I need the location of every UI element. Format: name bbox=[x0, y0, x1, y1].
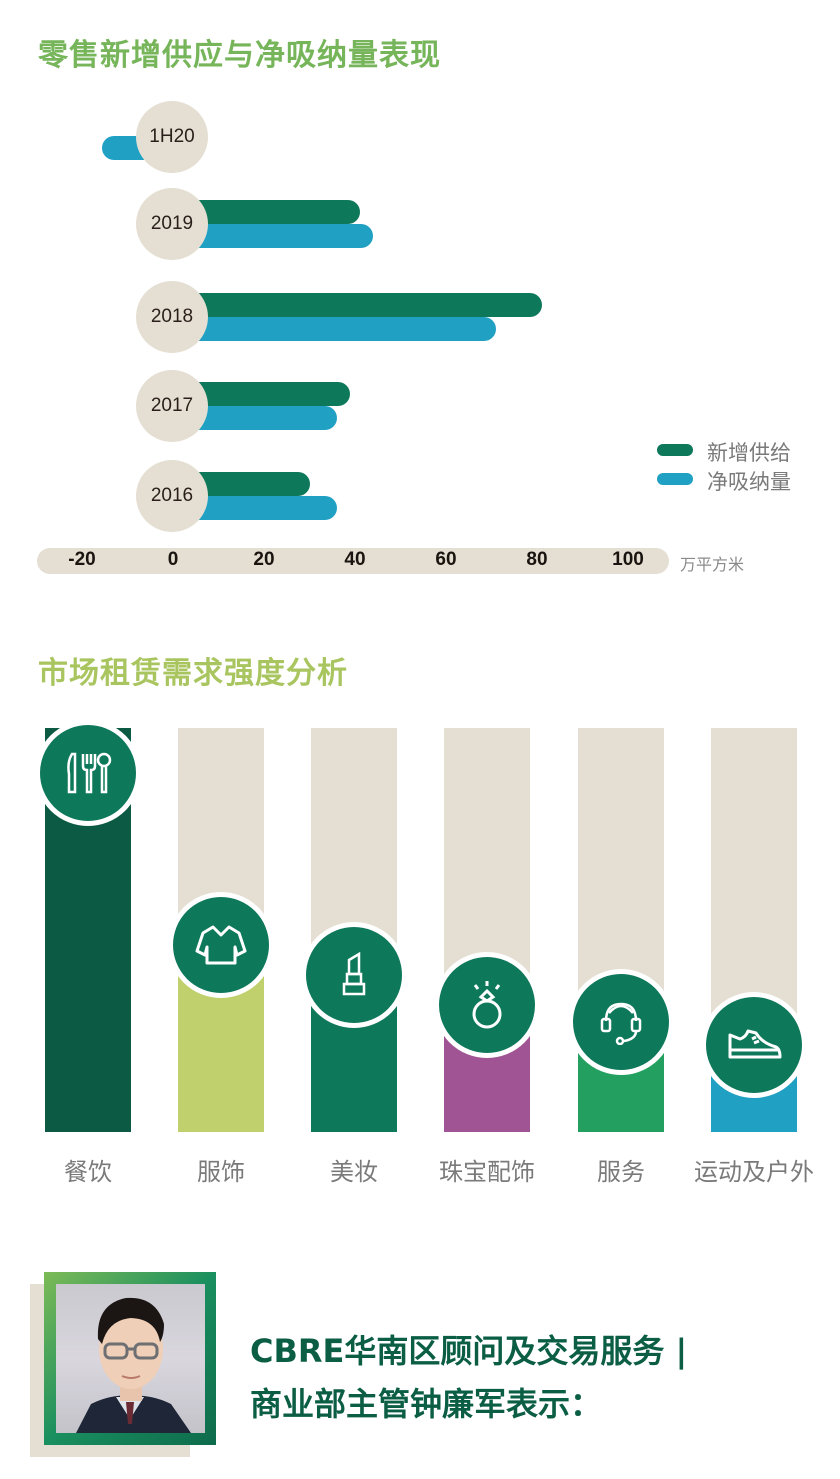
year-label-2018: 2018 bbox=[136, 281, 208, 353]
headset-icon bbox=[568, 969, 674, 1075]
bar-supply-2018 bbox=[173, 293, 542, 317]
legend-swatch-absorption bbox=[657, 473, 693, 485]
bar-absorption-2018 bbox=[173, 317, 497, 341]
year-label-1H20: 1H20 bbox=[136, 101, 208, 173]
x-tick: 20 bbox=[253, 549, 275, 570]
category-label: 服务 bbox=[597, 1158, 645, 1186]
chart-title-demand-intensity: 市场租赁需求强度分析 bbox=[38, 656, 348, 691]
year-label-2017: 2017 bbox=[136, 370, 208, 442]
year-label-2019: 2019 bbox=[136, 188, 208, 260]
demand-bar-fill-1 bbox=[178, 975, 264, 1132]
x-tick: -20 bbox=[68, 549, 96, 570]
lipstick-icon bbox=[301, 922, 407, 1028]
x-tick: 100 bbox=[612, 549, 644, 570]
year-label-2016: 2016 bbox=[136, 460, 208, 532]
ring-icon bbox=[434, 952, 540, 1058]
shirt-icon bbox=[168, 892, 274, 998]
chart-title-supply-absorption: 零售新增供应与净吸纳量表现 bbox=[38, 38, 441, 73]
sneaker-icon bbox=[701, 992, 807, 1098]
legend-swatch-supply bbox=[657, 444, 693, 456]
portrait-photo bbox=[56, 1284, 205, 1433]
category-label: 餐饮 bbox=[64, 1158, 112, 1186]
legend-label-supply: 新增供给 bbox=[707, 441, 791, 465]
x-axis-bar bbox=[37, 548, 669, 574]
x-tick: 80 bbox=[526, 549, 548, 570]
category-label: 运动及户外 bbox=[694, 1158, 814, 1186]
x-axis-unit: 万平方米 bbox=[680, 555, 745, 574]
quote-line-1: CBRE华南区顾问及交易服务 | bbox=[250, 1332, 688, 1370]
legend-label-absorption: 净吸纳量 bbox=[707, 470, 791, 494]
x-tick: 0 bbox=[167, 549, 179, 570]
x-tick: 60 bbox=[435, 549, 457, 570]
cutlery-icon bbox=[35, 720, 141, 826]
quote-line-2: 商业部主管钟廉军表示： bbox=[250, 1385, 603, 1423]
category-label: 服饰 bbox=[197, 1158, 245, 1186]
quote-heading: CBRE华南区顾问及交易服务 | 商业部主管钟廉军表示： bbox=[250, 1325, 687, 1431]
x-tick: 40 bbox=[344, 549, 366, 570]
category-label: 珠宝配饰 bbox=[439, 1158, 535, 1186]
category-label: 美妆 bbox=[330, 1158, 378, 1186]
